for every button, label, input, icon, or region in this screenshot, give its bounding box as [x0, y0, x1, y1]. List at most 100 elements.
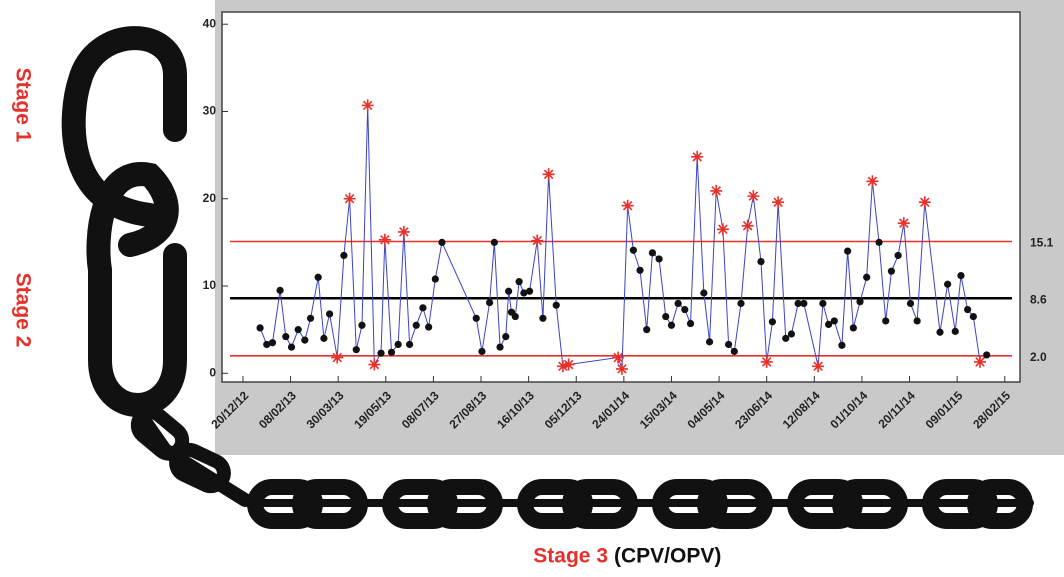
data-point	[983, 351, 991, 359]
data-point	[472, 314, 480, 322]
data-point	[636, 266, 644, 274]
data-point	[730, 347, 738, 356]
data-point	[906, 299, 915, 308]
data-point	[782, 334, 790, 342]
data-point	[944, 280, 952, 288]
data-point	[787, 330, 796, 338]
chain-links	[130, 405, 231, 494]
data-point	[511, 312, 519, 321]
outlier-marker	[760, 355, 773, 368]
data-point	[794, 299, 802, 308]
data-point	[875, 238, 883, 246]
data-point	[681, 305, 689, 314]
y-tick-label: 0	[209, 365, 216, 379]
chain-link	[562, 479, 638, 529]
outlier-marker	[710, 184, 723, 197]
stage-1-label: Stage 1	[11, 68, 34, 143]
chain-link	[787, 479, 863, 529]
data-point	[849, 324, 857, 332]
data-point	[478, 347, 486, 356]
data-point	[838, 341, 846, 349]
chain-row	[246, 479, 1034, 529]
chain-link	[652, 479, 728, 529]
chain	[61, 26, 1034, 529]
outlier-marker	[691, 150, 704, 163]
outlier-marker	[772, 196, 785, 209]
chain-link	[292, 479, 368, 529]
data-point	[515, 278, 523, 286]
data-point	[306, 314, 315, 322]
stage-3-note: (CPV/OPV)	[614, 545, 721, 568]
data-point	[725, 340, 733, 349]
data-point	[340, 251, 348, 260]
data-point	[419, 304, 427, 312]
data-point	[387, 348, 396, 356]
data-point	[674, 299, 682, 308]
chain-link	[427, 479, 503, 529]
data-point	[863, 273, 871, 281]
data-point	[957, 271, 965, 280]
data-point	[496, 343, 504, 351]
outlier-marker	[974, 355, 987, 368]
data-point	[287, 343, 296, 351]
outlier-marker	[866, 175, 879, 188]
y-tick-label: 10	[203, 278, 217, 292]
outlier-marker	[716, 223, 729, 236]
outlier-marker	[397, 225, 410, 238]
data-point	[643, 326, 651, 334]
data-point	[894, 251, 902, 260]
data-point	[844, 247, 852, 255]
stage-3-label: Stage 3	[533, 545, 608, 568]
data-point	[268, 339, 277, 347]
data-point	[485, 298, 494, 307]
outlier-marker	[542, 168, 555, 181]
data-point	[282, 333, 290, 341]
data-point	[667, 321, 676, 329]
control-limit-label: 15.1	[1030, 236, 1054, 250]
data-point	[358, 321, 366, 329]
data-point	[662, 312, 670, 321]
outlier-marker	[562, 358, 575, 371]
data-point	[438, 238, 446, 246]
data-point	[856, 298, 864, 306]
data-point	[824, 320, 833, 329]
data-point	[882, 317, 890, 325]
data-point	[326, 310, 334, 318]
data-point	[263, 340, 271, 349]
control-limit-label: 2.0	[1030, 350, 1047, 364]
outlier-marker	[368, 358, 381, 371]
outlier-marker	[531, 234, 544, 247]
stage-2-label: Stage 2	[11, 273, 34, 348]
chain-link	[61, 26, 187, 227]
data-point	[800, 299, 808, 308]
outlier-marker	[741, 219, 754, 232]
data-point	[525, 287, 534, 295]
data-point	[629, 246, 637, 254]
outlier-marker	[361, 99, 374, 112]
chain-link	[247, 479, 323, 529]
outlier-marker	[918, 196, 931, 209]
data-point	[352, 346, 360, 354]
data-point	[256, 324, 264, 332]
chain-link	[967, 479, 1033, 529]
data-point	[405, 340, 414, 349]
data-point	[539, 314, 547, 322]
y-tick-label: 40	[203, 16, 217, 30]
data-point	[431, 275, 439, 283]
data-point	[552, 301, 560, 309]
data-point	[412, 321, 420, 329]
outlier-marker	[897, 217, 910, 230]
data-point	[705, 338, 714, 346]
outlier-marker	[621, 199, 634, 212]
data-point	[505, 287, 513, 295]
outlier-marker	[747, 190, 760, 203]
data-point	[294, 326, 302, 334]
data-point	[314, 273, 322, 281]
data-point	[819, 299, 827, 308]
data-point	[502, 333, 510, 341]
data-point	[490, 238, 498, 246]
chain-link	[86, 162, 187, 417]
data-point	[520, 289, 528, 297]
